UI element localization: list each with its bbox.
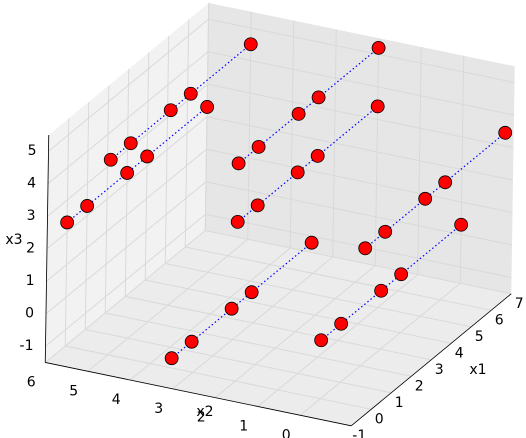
x-tick-label: 7 — [515, 296, 524, 312]
grid-line — [206, 116, 514, 181]
point — [244, 285, 259, 300]
axis-line — [45, 362, 352, 427]
point — [164, 351, 179, 366]
point — [378, 224, 393, 239]
point — [60, 215, 75, 230]
point — [200, 100, 215, 114]
point — [438, 175, 453, 190]
series-line — [66, 106, 208, 223]
grid-line — [46, 148, 207, 282]
point — [224, 301, 239, 316]
y-tick-label: 3 — [154, 401, 163, 417]
y-tick-label: 4 — [112, 392, 121, 408]
grid-line — [207, 83, 514, 149]
grid-line — [48, 18, 209, 152]
x-tick-label: 5 — [475, 329, 484, 345]
series-line — [110, 43, 252, 161]
point — [358, 241, 373, 256]
grid-line — [44, 230, 206, 363]
point — [184, 334, 199, 349]
point — [311, 90, 326, 105]
x-tick-label: -1 — [352, 428, 366, 438]
point — [304, 235, 319, 250]
point — [290, 165, 305, 180]
point — [334, 316, 349, 331]
z-tick-label: 2 — [26, 241, 35, 257]
point — [251, 139, 266, 154]
series-line — [171, 242, 313, 359]
grid-line — [87, 238, 249, 372]
x-tick-label: 2 — [415, 378, 424, 394]
grid-line — [299, 282, 461, 416]
x-tick-label: 4 — [455, 345, 464, 361]
z-tick-label: 0 — [25, 306, 34, 322]
x-tick-label: 1 — [395, 395, 404, 411]
grid-line — [47, 51, 209, 185]
point — [498, 125, 513, 140]
point — [243, 37, 258, 52]
grid-line — [214, 265, 376, 399]
y-tick-label: 0 — [282, 427, 291, 438]
grid-line — [205, 181, 513, 246]
y-tick-label: 2 — [197, 410, 206, 426]
point — [123, 136, 138, 151]
y-tick-label: 6 — [27, 374, 36, 390]
x-tick-label: 6 — [495, 312, 504, 328]
grid-line — [47, 83, 208, 217]
z-tick-label: -1 — [20, 338, 34, 354]
z-tick-label: 4 — [27, 176, 36, 192]
x-tick-label: 3 — [435, 362, 444, 378]
y-tick-label: 5 — [69, 383, 78, 399]
grid-line — [205, 213, 512, 279]
point — [370, 99, 385, 114]
point — [120, 166, 135, 180]
point — [163, 103, 178, 118]
point — [230, 214, 245, 229]
grid-line — [45, 213, 206, 347]
point — [454, 217, 469, 232]
point — [418, 191, 433, 206]
point — [140, 149, 155, 164]
z-tick-label: 5 — [28, 143, 37, 159]
y-tick-label: 1 — [239, 418, 248, 434]
point — [314, 333, 329, 348]
grid-line — [257, 274, 419, 407]
point — [291, 107, 306, 121]
point — [183, 86, 198, 101]
grid-line — [172, 256, 334, 390]
x-tick-label: 0 — [375, 411, 384, 427]
point — [371, 41, 386, 55]
point — [103, 152, 118, 167]
point — [250, 198, 265, 213]
grid-line — [208, 18, 515, 84]
point — [231, 156, 246, 171]
point — [310, 148, 325, 163]
grid-line — [207, 51, 515, 116]
axis-line — [44, 134, 50, 363]
z-axis-label: x3 — [5, 232, 22, 248]
grid-line — [46, 116, 208, 250]
axis-line — [350, 293, 512, 427]
point — [80, 199, 95, 213]
grid-line — [129, 247, 291, 381]
x-axis-label: x1 — [469, 362, 486, 378]
series-line — [320, 224, 462, 341]
point — [394, 267, 409, 282]
series-line — [237, 105, 379, 223]
y-axis-label: x2 — [196, 404, 213, 420]
grid-line — [45, 181, 207, 315]
grid-line — [206, 148, 513, 214]
point — [374, 283, 389, 298]
series-line — [364, 132, 506, 249]
z-tick-label: 1 — [26, 273, 35, 289]
series-line — [238, 47, 379, 164]
z-tick-label: 3 — [27, 208, 36, 224]
